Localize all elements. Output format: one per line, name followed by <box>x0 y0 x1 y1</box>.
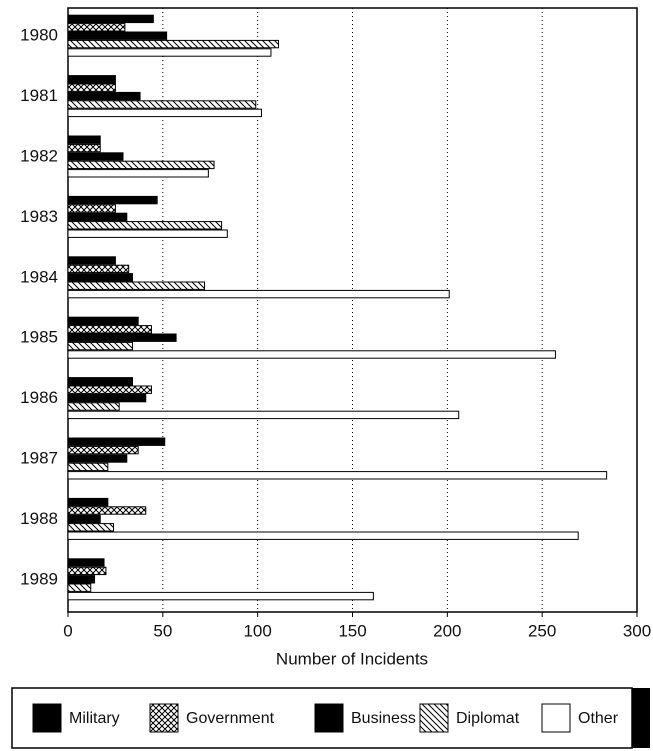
legend-label: Military <box>69 710 120 727</box>
bar <box>67 221 223 230</box>
bar <box>67 212 128 222</box>
bar <box>67 204 116 213</box>
bar <box>67 506 147 515</box>
bar <box>67 591 374 601</box>
bar <box>67 393 147 403</box>
y-tick-label: 1988 <box>20 509 58 528</box>
bar <box>67 497 109 507</box>
bar <box>67 143 101 153</box>
y-tick-label: 1980 <box>20 26 58 45</box>
bar <box>67 471 608 480</box>
bar <box>67 410 460 420</box>
bar <box>67 523 115 532</box>
bar <box>67 31 168 40</box>
bar <box>67 14 154 24</box>
bar <box>67 575 96 584</box>
x-tick-label: 250 <box>528 621 556 640</box>
bar <box>67 558 105 567</box>
bar <box>67 377 133 386</box>
legend-label: Government <box>186 710 275 727</box>
bar <box>67 514 101 524</box>
bar <box>67 325 152 334</box>
y-tick-label: 1986 <box>20 388 58 407</box>
y-tick-label: 1985 <box>20 328 58 347</box>
bar <box>67 264 130 274</box>
legend-swatch <box>149 703 179 733</box>
bar <box>67 75 116 84</box>
bar <box>67 316 139 326</box>
bar <box>67 39 280 49</box>
bar <box>67 169 209 178</box>
bar <box>67 256 116 265</box>
y-tick-label: 1989 <box>20 569 58 588</box>
x-tick-label: 0 <box>63 621 72 640</box>
bar <box>67 350 556 359</box>
bar <box>67 341 133 351</box>
legend-shadow <box>632 688 650 748</box>
bar <box>67 445 139 455</box>
x-tick-label: 100 <box>243 621 271 640</box>
bar <box>67 83 116 92</box>
legend-label: Business <box>351 710 416 727</box>
bar <box>67 135 101 144</box>
legend-label: Diplomat <box>456 710 520 727</box>
x-tick-label: 200 <box>433 621 461 640</box>
x-tick-label: 150 <box>338 621 366 640</box>
bar <box>67 437 166 446</box>
x-tick-label: 300 <box>623 621 651 640</box>
bar <box>67 531 579 540</box>
y-tick-label: 1987 <box>20 448 58 467</box>
bar <box>67 273 133 282</box>
bar <box>67 108 262 118</box>
x-axis-label: Number of Incidents <box>276 649 428 668</box>
legend-label: Other <box>578 710 619 727</box>
bar <box>67 402 120 411</box>
bar <box>67 583 92 592</box>
x-tick-label: 50 <box>153 621 172 640</box>
y-tick-label: 1983 <box>20 207 58 226</box>
bar <box>67 48 272 57</box>
y-tick-label: 1982 <box>20 146 58 165</box>
bar <box>67 229 228 238</box>
legend-swatch <box>314 703 344 733</box>
bar <box>67 91 141 101</box>
bar <box>67 333 177 342</box>
bar <box>67 566 107 576</box>
bar <box>67 454 128 463</box>
legend-swatch <box>419 703 449 733</box>
bar <box>67 385 152 394</box>
bar <box>67 281 206 290</box>
y-tick-label: 1981 <box>20 86 58 105</box>
legend-swatch <box>541 703 571 733</box>
bar <box>67 462 109 472</box>
bar <box>67 289 450 299</box>
y-tick-label: 1984 <box>20 267 58 286</box>
bar <box>67 100 257 109</box>
bar <box>67 195 158 205</box>
bar <box>67 23 126 32</box>
legend-swatch <box>32 703 62 733</box>
plot-frame <box>67 7 638 613</box>
bar <box>67 160 215 170</box>
bar <box>67 152 124 161</box>
